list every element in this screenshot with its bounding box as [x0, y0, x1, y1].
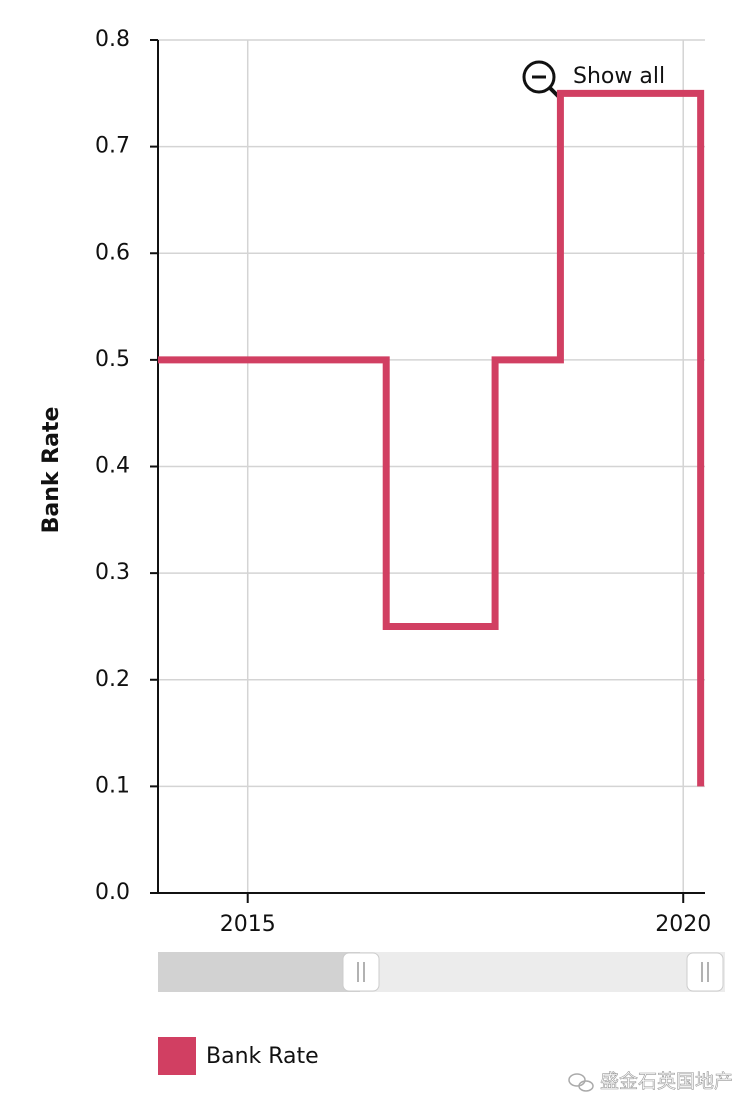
data-line — [158, 89, 705, 787]
slider-out-range — [158, 952, 360, 992]
y-tick-label: 0.7 — [95, 134, 130, 159]
legend-label[interactable]: Bank Rate — [206, 1044, 319, 1069]
x-tick-label: 2015 — [220, 912, 276, 937]
range-slider[interactable] — [158, 952, 725, 992]
y-tick-label: 0.8 — [95, 27, 130, 52]
slider-handle[interactable] — [686, 952, 724, 992]
y-tick-label: 0.1 — [95, 773, 130, 798]
x-tick-label: 2020 — [655, 912, 711, 937]
y-tick-label: 0.0 — [95, 880, 130, 905]
wechat-icon — [568, 1073, 594, 1092]
watermark: 盛金石英国地产 — [600, 1071, 733, 1093]
y-tick-label: 0.2 — [95, 667, 130, 692]
y-tick-label: 0.3 — [95, 560, 130, 585]
y-tick-label: 0.6 — [95, 240, 130, 265]
legend-swatch — [158, 1037, 196, 1075]
zoom-reset-button[interactable]: Show all — [522, 60, 665, 99]
y-tick-label: 0.5 — [95, 347, 130, 372]
y-tick-label: 0.4 — [95, 454, 130, 479]
zoom-reset-label[interactable]: Show all — [573, 64, 665, 89]
y-axis-label: Bank Rate — [39, 407, 64, 534]
slider-handle[interactable] — [342, 952, 380, 992]
